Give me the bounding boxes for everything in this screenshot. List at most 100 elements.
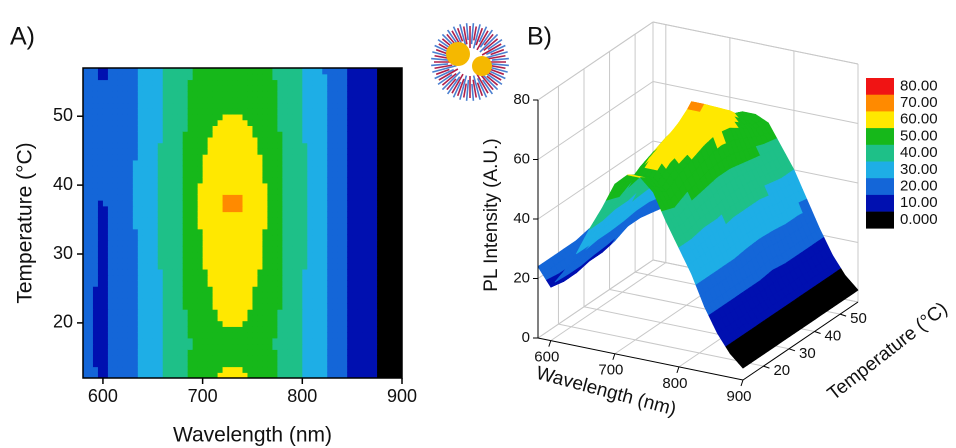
contour-cell: [267, 269, 273, 275]
contour-cell: [282, 303, 288, 309]
contour-cell: [138, 303, 144, 309]
contour-cell: [153, 217, 159, 223]
contour-cell: [133, 367, 139, 373]
contour-cell: [297, 292, 303, 298]
contour-cell: [123, 234, 129, 240]
contour-cell: [133, 125, 139, 131]
contour-cell: [103, 229, 109, 235]
contour-cell: [257, 68, 263, 74]
contour-cell: [297, 257, 303, 263]
surface: [538, 102, 858, 368]
contour-cell: [238, 97, 244, 103]
contour-cell: [307, 229, 313, 235]
contour-cell: [367, 137, 373, 143]
contour-cell: [312, 160, 318, 166]
contour-cell: [377, 229, 383, 235]
contour-cell: [98, 321, 104, 327]
contour-cell: [88, 102, 94, 108]
contour-cell: [243, 252, 249, 258]
contour-cell: [257, 85, 263, 91]
contour-cell: [302, 212, 308, 218]
contour-cell: [357, 263, 363, 269]
contour-cell: [133, 108, 139, 114]
contour-cell: [173, 154, 179, 160]
contour-cell: [307, 143, 313, 149]
contour-cell: [267, 120, 273, 126]
contour-cell: [178, 298, 184, 304]
contour-cell: [158, 79, 164, 85]
contour-cell: [208, 292, 214, 298]
contour-cell: [188, 332, 194, 338]
colorbar-label: 30.00: [900, 161, 938, 178]
contour-cell: [352, 338, 358, 344]
contour-cell: [118, 234, 124, 240]
contour-cell: [322, 120, 328, 126]
contour-cell: [198, 125, 204, 131]
contour-cell: [178, 229, 184, 235]
contour-cell: [93, 74, 99, 80]
contour-cell: [277, 246, 283, 252]
contour-cell: [128, 257, 134, 263]
contour-cell: [367, 217, 373, 223]
contour-cell: [188, 212, 194, 218]
contour-cell: [108, 148, 114, 154]
contour-cell: [392, 79, 398, 85]
contour-cell: [213, 361, 219, 367]
contour-cell: [247, 212, 253, 218]
contour-cell: [282, 286, 288, 292]
contour-cell: [123, 229, 129, 235]
contour-cell: [228, 309, 234, 315]
contour-cell: [297, 217, 303, 223]
grid-line: [538, 82, 653, 160]
contour-cell: [312, 372, 318, 378]
contour-cell: [123, 206, 129, 212]
contour-cell: [93, 338, 99, 344]
contour-cell: [252, 326, 258, 332]
contour-cell: [83, 148, 89, 154]
contour-cell: [93, 372, 99, 378]
contour-cell: [312, 326, 318, 332]
contour-cell: [183, 355, 189, 361]
contour-cell: [153, 344, 159, 350]
contour-cell: [203, 275, 209, 281]
contour-cell: [362, 263, 368, 269]
contour-cell: [148, 361, 154, 367]
contour-cell: [168, 177, 174, 183]
contour-cell: [252, 309, 258, 315]
contour-cell: [257, 286, 263, 292]
contour-cell: [262, 303, 268, 309]
contour-cell: [272, 286, 278, 292]
contour-cell: [387, 298, 393, 304]
contour-cell: [282, 143, 288, 149]
contour-cell: [83, 326, 89, 332]
contour-cell: [267, 263, 273, 269]
contour-cell: [178, 108, 184, 114]
contour-cell: [158, 194, 164, 200]
contour-cell: [203, 120, 209, 126]
contour-cell: [352, 344, 358, 350]
contour-cell: [158, 102, 164, 108]
contour-cell: [208, 332, 214, 338]
contour-cell: [193, 143, 199, 149]
contour-cell: [337, 234, 343, 240]
contour-cell: [317, 332, 323, 338]
contour-cell: [287, 97, 293, 103]
contour-cell: [362, 292, 368, 298]
contour-cell: [272, 252, 278, 258]
contour-cell: [322, 194, 328, 200]
contour-cell: [133, 131, 139, 137]
contour-cell: [208, 114, 214, 120]
contour-cell: [143, 120, 149, 126]
contour-cell: [392, 148, 398, 154]
contour-cell: [252, 321, 258, 327]
contour-cell: [287, 263, 293, 269]
contour-cell: [203, 252, 209, 258]
nanoparticle-icon: [431, 23, 509, 101]
contour-cell: [312, 361, 318, 367]
contour-cell: [247, 269, 253, 275]
contour-cell: [272, 137, 278, 143]
contour-cell: [267, 257, 273, 263]
contour-cell: [292, 194, 298, 200]
contour-cell: [88, 303, 94, 309]
contour-cell: [282, 166, 288, 172]
